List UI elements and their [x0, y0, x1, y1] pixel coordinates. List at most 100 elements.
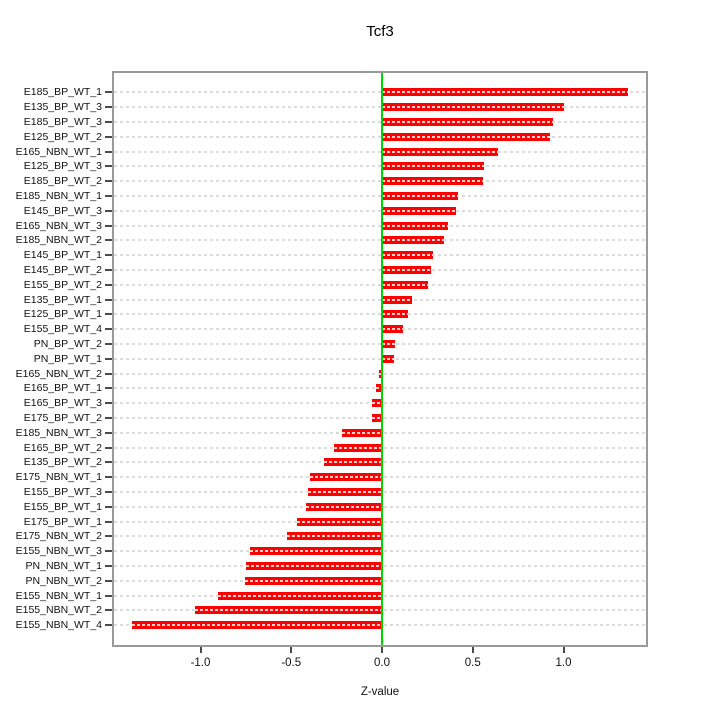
y-axis-tick	[105, 535, 112, 538]
bar-dash-pattern	[382, 313, 409, 316]
bar-dash-pattern	[382, 180, 483, 183]
bar	[296, 517, 382, 526]
bar-dash-pattern	[382, 268, 431, 271]
bar	[382, 191, 459, 200]
bar-dash-pattern	[308, 490, 382, 493]
y-axis-category-label: E155_NBN_WT_4	[15, 619, 102, 632]
bar-dash-pattern	[310, 476, 382, 479]
y-axis-tick	[105, 594, 112, 597]
y-axis-tick	[105, 180, 112, 183]
bar	[382, 221, 449, 230]
bar	[305, 502, 382, 511]
y-axis-tick	[105, 490, 112, 493]
bar-dash-pattern	[132, 624, 382, 627]
bar	[382, 265, 431, 274]
bar	[323, 458, 382, 467]
gridline	[114, 165, 646, 168]
bar	[286, 532, 382, 541]
y-axis-tick	[105, 313, 112, 316]
x-axis-tick	[562, 647, 565, 653]
gridline	[114, 283, 646, 286]
y-axis-category-label: PN_BP_WT_2	[33, 337, 102, 350]
gridline	[114, 357, 646, 360]
y-axis-category-label: E155_NBN_WT_3	[15, 545, 102, 558]
bar-dash-pattern	[382, 283, 429, 286]
bar-dash-pattern	[195, 609, 382, 612]
gridline	[114, 120, 646, 123]
gridline	[114, 150, 646, 153]
bar	[382, 325, 403, 334]
bar-dash-pattern	[382, 254, 433, 257]
y-axis-tick	[105, 150, 112, 153]
y-axis-category-label: E165_NBN_WT_1	[15, 145, 102, 158]
bar-dash-pattern	[333, 446, 382, 449]
gridline	[114, 106, 646, 109]
bar-dash-pattern	[382, 165, 484, 168]
bar-dash-pattern	[249, 550, 382, 553]
y-axis-tick	[105, 609, 112, 612]
y-axis-tick	[105, 91, 112, 94]
gridline	[114, 180, 646, 183]
bar-dash-pattern	[244, 579, 382, 582]
y-axis-tick	[105, 194, 112, 197]
bar-dash-pattern	[217, 594, 382, 597]
y-axis-tick	[105, 520, 112, 523]
bar	[245, 561, 382, 570]
y-axis-tick	[105, 461, 112, 464]
bar	[382, 117, 553, 126]
bar	[382, 354, 394, 363]
x-axis-tick-label: -0.5	[281, 657, 302, 669]
gridline	[114, 328, 646, 331]
gridline	[114, 342, 646, 345]
y-axis-category-label: E185_NBN_WT_1	[15, 189, 102, 202]
bar	[382, 206, 457, 215]
bar-dash-pattern	[342, 431, 382, 434]
y-axis-category-label: E185_BP_WT_3	[23, 115, 102, 128]
bar	[217, 591, 382, 600]
bar	[249, 547, 382, 556]
y-axis-tick	[105, 579, 112, 582]
bar-dash-pattern	[382, 150, 499, 153]
y-axis-tick	[105, 402, 112, 405]
bar-dash-pattern	[382, 91, 628, 94]
y-axis-tick	[105, 106, 112, 109]
y-axis-tick	[105, 209, 112, 212]
bar-dash-pattern	[382, 135, 550, 138]
gridline	[114, 194, 646, 197]
gridline	[114, 268, 646, 271]
x-axis-tick-label: 0.5	[464, 657, 481, 669]
bar	[382, 162, 484, 171]
y-axis-tick	[105, 416, 112, 419]
bar	[382, 310, 409, 319]
bar-dash-pattern	[382, 224, 449, 227]
bar-dash-pattern	[382, 106, 565, 109]
bar	[371, 413, 382, 422]
bar-dash-pattern	[375, 387, 382, 390]
bar	[132, 621, 382, 630]
y-axis-category-label: PN_NBN_WT_1	[25, 559, 102, 572]
x-axis-tick	[381, 647, 383, 653]
y-axis-tick	[105, 446, 112, 449]
gridline	[114, 224, 646, 227]
y-axis-category-label: E185_NBN_WT_3	[15, 426, 102, 439]
bar-dash-pattern	[382, 120, 553, 123]
bar	[382, 88, 628, 97]
bar	[308, 487, 382, 496]
y-axis-tick	[105, 268, 112, 271]
y-axis-category-label: E155_BP_WT_1	[23, 500, 102, 513]
y-axis-category-label: E155_BP_WT_3	[23, 485, 102, 498]
y-axis-tick	[105, 476, 112, 479]
y-axis-tick	[105, 120, 112, 123]
bar-dash-pattern	[382, 209, 457, 212]
y-axis-category-label: E165_BP_WT_1	[23, 382, 102, 395]
x-axis-tick-label: 1.0	[555, 657, 572, 669]
bar	[382, 147, 499, 156]
y-axis-category-label: PN_BP_WT_1	[33, 352, 102, 365]
y-axis-category-label: E135_BP_WT_3	[23, 101, 102, 114]
gridline	[114, 239, 646, 242]
y-axis-category-label: E165_BP_WT_3	[23, 397, 102, 410]
bar-dash-pattern	[382, 328, 403, 331]
y-axis-category-label: PN_NBN_WT_2	[25, 574, 102, 587]
y-axis-category-label: E165_NBN_WT_3	[15, 219, 102, 232]
plot-area	[112, 71, 648, 647]
